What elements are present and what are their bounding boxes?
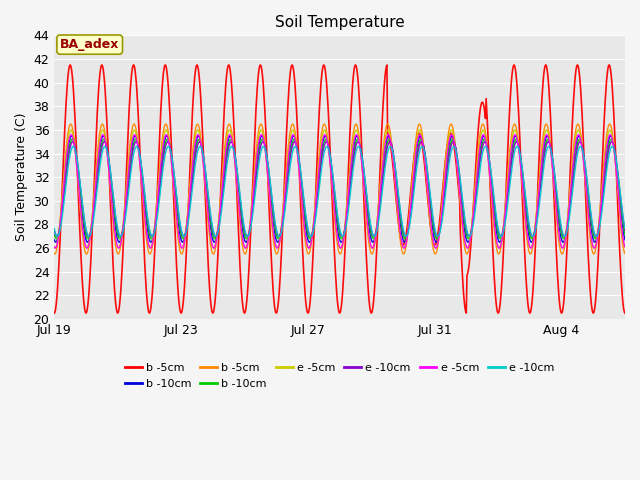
Title: Soil Temperature: Soil Temperature xyxy=(275,15,404,30)
Legend: b -5cm, b -10cm, b -5cm, b -10cm, e -5cm, e -10cm, e -5cm, e -10cm: b -5cm, b -10cm, b -5cm, b -10cm, e -5cm… xyxy=(120,359,559,393)
Y-axis label: Soil Temperature (C): Soil Temperature (C) xyxy=(15,113,28,241)
Text: BA_adex: BA_adex xyxy=(60,38,120,51)
